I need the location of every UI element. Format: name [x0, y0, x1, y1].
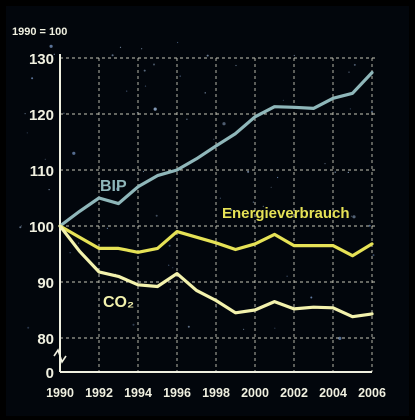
x-tick-label: 1990: [46, 386, 74, 400]
star: [270, 186, 272, 188]
star: [282, 99, 284, 101]
star: [338, 336, 342, 340]
star: [235, 64, 237, 67]
star: [53, 53, 55, 55]
star: [293, 54, 295, 57]
star: [310, 296, 313, 299]
star: [49, 44, 53, 48]
star: [348, 71, 350, 73]
star: [368, 224, 371, 227]
star: [126, 90, 128, 92]
series-line: [58, 224, 374, 258]
star: [206, 54, 209, 57]
star: [168, 264, 170, 266]
star: [106, 227, 108, 229]
star: [219, 197, 221, 199]
star: [274, 327, 276, 329]
star: [353, 63, 356, 66]
star: [286, 275, 288, 277]
series-label: Energieverbrauch: [222, 205, 350, 222]
star: [111, 54, 114, 57]
star: [119, 46, 122, 48]
series-group: [58, 70, 374, 319]
star: [324, 163, 326, 165]
star: [352, 215, 356, 219]
star: [277, 176, 279, 179]
star: [78, 242, 80, 244]
star: [72, 151, 76, 155]
star: [26, 132, 28, 134]
star: [243, 328, 245, 330]
star: [69, 252, 71, 254]
star: [186, 118, 188, 120]
axes: [53, 54, 372, 373]
star: [31, 77, 34, 80]
index-base-label: 1990 = 100: [12, 26, 67, 38]
star: [179, 75, 181, 77]
x-tick-label: 2000: [241, 386, 269, 400]
x-tick-label: 1994: [124, 386, 152, 400]
star: [347, 171, 349, 173]
star: [349, 108, 351, 110]
series-label: BIP: [100, 178, 127, 195]
gridlines: [60, 57, 378, 372]
star: [116, 187, 120, 191]
x-tick-label: 1996: [163, 386, 191, 400]
star: [204, 92, 206, 94]
star: [168, 244, 171, 247]
star: [143, 69, 146, 72]
y-tick-label: 120: [29, 107, 54, 124]
star: [172, 267, 174, 269]
star: [371, 110, 373, 113]
y-tick-label: 90: [37, 275, 54, 292]
star: [142, 170, 145, 173]
star: [252, 201, 254, 203]
y-tick-label: 110: [30, 163, 54, 180]
y-tick-label: 0: [46, 365, 54, 382]
star: [153, 63, 155, 66]
star: [20, 225, 22, 227]
star: [177, 41, 179, 44]
star: [350, 215, 353, 217]
star: [44, 158, 46, 160]
labels-group: 0 80 90 100 110 120 130 1990 1992 1994 1996 1998 200…: [29, 51, 386, 400]
star: [48, 189, 50, 191]
series-line: [58, 224, 374, 319]
star: [372, 254, 375, 257]
y-tick-label: 130: [29, 51, 54, 68]
x-tick-label: 2002: [280, 386, 308, 400]
star: [169, 288, 171, 290]
star: [132, 323, 135, 326]
star: [153, 107, 157, 111]
star: [144, 85, 147, 87]
star: [187, 325, 190, 328]
star: [155, 214, 158, 217]
x-tick-label: 1992: [85, 386, 113, 400]
x-tick-label: 2004: [319, 386, 347, 400]
star: [19, 226, 22, 229]
y-tick-label: 100: [29, 219, 54, 236]
star: [24, 113, 26, 115]
star: [230, 209, 233, 212]
starfield: [19, 41, 375, 340]
x-tick-label: 1998: [202, 386, 230, 400]
star: [63, 112, 65, 114]
star: [262, 205, 264, 207]
star: [334, 171, 336, 173]
star: [141, 48, 143, 50]
star: [222, 122, 226, 126]
chart-background: [6, 6, 409, 416]
star: [213, 138, 215, 140]
series-label: CO₂: [103, 294, 134, 311]
y-tick-label: 80: [37, 331, 54, 348]
star: [27, 326, 30, 329]
axis-break-mark: [53, 348, 67, 364]
star: [247, 170, 250, 173]
x-tick-label: 2006: [358, 386, 386, 400]
series-line: [58, 70, 374, 228]
